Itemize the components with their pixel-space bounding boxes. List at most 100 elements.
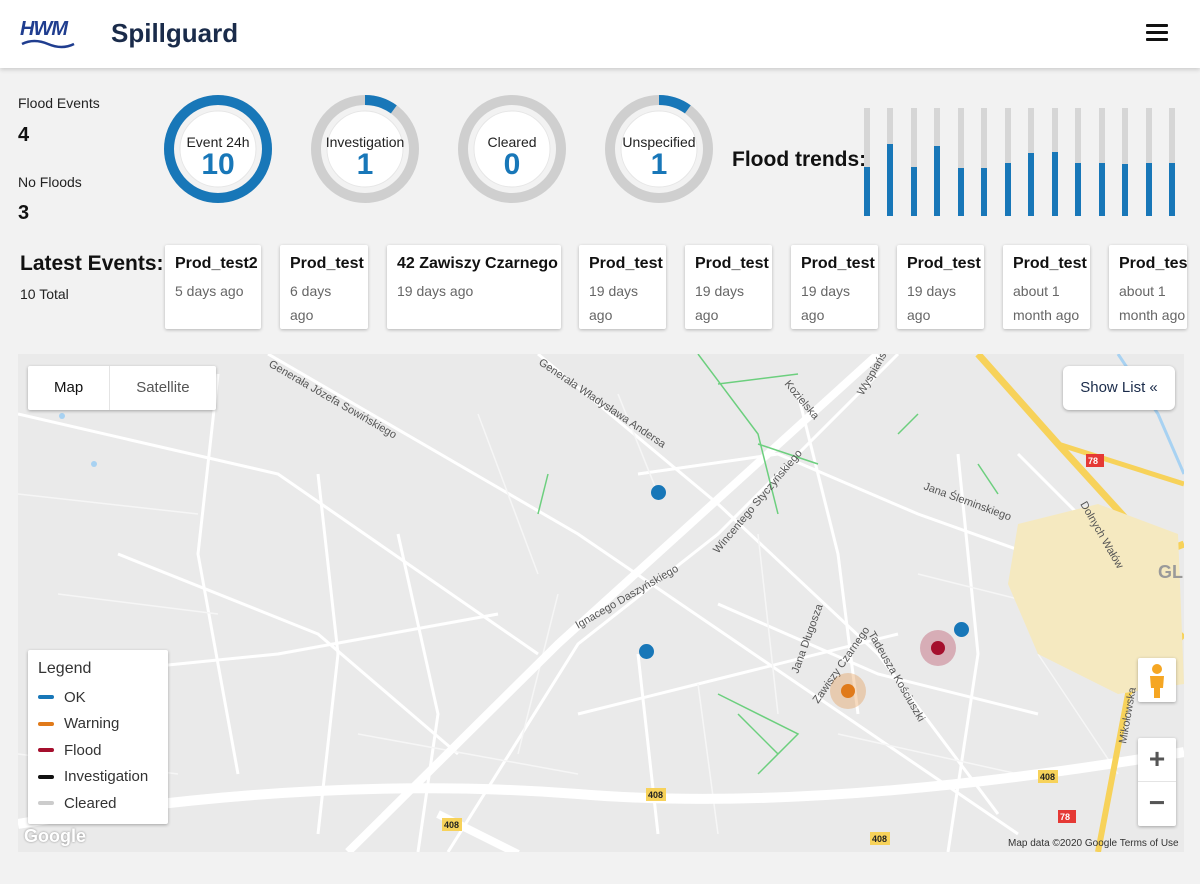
event-time: 19 days ago (907, 283, 957, 323)
legend-label: Cleared (64, 794, 117, 812)
trend-bar (934, 108, 940, 216)
trend-bar-fill (1169, 163, 1175, 216)
map-attribution[interactable]: Map data ©2020 Google Terms of Use (1008, 838, 1179, 849)
map-type-map-button[interactable]: Map (28, 366, 111, 410)
event-name: Prod_test (589, 255, 663, 272)
trend-bar (1099, 108, 1105, 216)
marker-ok[interactable] (954, 622, 969, 637)
legend-swatch (38, 695, 54, 700)
marker-ok[interactable] (639, 644, 654, 659)
legend-item-flood: Flood (38, 737, 158, 764)
show-list-button[interactable]: Show List « (1063, 366, 1175, 410)
legend-swatch (38, 721, 54, 726)
event-card[interactable]: Prod_test about 1 month ago (1003, 245, 1090, 329)
legend-label: Flood (64, 741, 102, 759)
flood-trends-chart (864, 108, 1175, 216)
event-time: 19 days ago (801, 283, 851, 323)
road-badge: 408 (872, 834, 887, 844)
legend-item-warning: Warning (38, 711, 158, 738)
no-floods-value: 3 (18, 202, 30, 224)
event-time: about 1 month ago (1119, 283, 1186, 323)
event-name: Prod_test (907, 255, 981, 272)
gauge-cleared[interactable]: Cleared 0 (457, 94, 567, 204)
app-header: HWM Spillguard (0, 0, 1200, 68)
trend-bar-fill (1075, 163, 1081, 216)
latest-events-total: 10 Total (20, 286, 69, 302)
event-card[interactable]: Prod_test about 1 month ago (1109, 245, 1187, 329)
trend-bar (1146, 108, 1152, 216)
street-view-pegman-icon[interactable] (1138, 658, 1176, 702)
map-type-toggle: Map Satellite (28, 366, 216, 410)
marker-flood[interactable] (931, 641, 945, 655)
legend-item-cleared: Cleared (38, 790, 158, 817)
legend-swatch (38, 801, 54, 806)
trend-bar (958, 108, 964, 216)
zoom-in-button[interactable]: + (1138, 738, 1176, 782)
trend-bar-fill (1099, 163, 1105, 216)
logo-wave-icon (21, 39, 75, 49)
road-badge: 408 (1040, 772, 1055, 782)
event-name: Prod_test (801, 255, 875, 272)
trend-bar (887, 108, 893, 216)
gauge-label: Cleared (487, 134, 537, 150)
trend-bar-fill (1052, 152, 1058, 216)
trend-bar-fill (1146, 163, 1152, 216)
map-base: Generała Józefa Sowińskiego Generała Wła… (18, 354, 1184, 852)
trend-bar-fill (934, 146, 940, 216)
marker-ok[interactable] (651, 485, 666, 500)
trend-bar-fill (887, 144, 893, 216)
event-card[interactable]: 42 Zawiszy Czarnego 19 days ago (387, 245, 561, 329)
trend-bar (981, 108, 987, 216)
road-badge: 408 (648, 790, 663, 800)
event-card[interactable]: Prod_test 19 days ago (685, 245, 772, 329)
legend-swatch (38, 748, 54, 753)
map-view[interactable]: Generała Józefa Sowińskiego Generała Wła… (18, 354, 1184, 852)
event-card[interactable]: Prod_test 6 days ago (280, 245, 368, 329)
event-name: Prod_test2 (175, 255, 258, 272)
event-card[interactable]: Prod_test 19 days ago (897, 245, 984, 329)
event-time: 5 days ago (175, 283, 244, 299)
event-card[interactable]: Prod_test2 5 days ago (165, 245, 261, 329)
event-name: 42 Zawiszy Czarnego (397, 255, 558, 272)
flood-events-label: Flood Events (18, 95, 100, 111)
legend-swatch (38, 774, 54, 779)
trend-bar-fill (1028, 153, 1034, 216)
no-floods-label: No Floods (18, 174, 82, 190)
gauge-event-24h[interactable]: Event 24h 10 (163, 94, 273, 204)
event-time: 19 days ago (397, 283, 474, 299)
trend-bar (1122, 108, 1128, 216)
trend-bar-fill (1122, 164, 1128, 216)
city-label: GL (1158, 562, 1183, 582)
gauge-unspecified[interactable]: Unspecified 1 (604, 94, 714, 204)
trend-bar (911, 108, 917, 216)
trend-bar (1075, 108, 1081, 216)
gauge-investigation[interactable]: Investigation 1 (310, 94, 420, 204)
event-time: 6 days ago (290, 283, 332, 323)
app-title: Spillguard (111, 18, 239, 48)
event-card[interactable]: Prod_test 19 days ago (791, 245, 878, 329)
event-name: Prod_test (290, 255, 364, 272)
legend-title: Legend (38, 660, 92, 677)
marker-warning[interactable] (841, 684, 855, 698)
event-time: 19 days ago (589, 283, 639, 323)
hwm-logo[interactable]: HWM (20, 18, 80, 54)
event-card[interactable]: Prod_test 19 days ago (579, 245, 666, 329)
hamburger-menu-icon[interactable] (1146, 24, 1168, 42)
google-logo: Google (24, 826, 86, 846)
gauge-label: Unspecified (622, 134, 696, 150)
map-legend: Legend OK Warning Flood Investigation Cl… (28, 650, 168, 824)
gauge-value: 1 (650, 148, 668, 181)
zoom-out-button[interactable]: − (1148, 787, 1166, 818)
trend-bar (864, 108, 870, 216)
map-type-satellite-button[interactable]: Satellite (136, 379, 190, 396)
trend-bar (1052, 108, 1058, 216)
trend-bar (1169, 108, 1175, 216)
trend-bar-fill (864, 167, 870, 216)
road-badge: 408 (444, 820, 459, 830)
zoom-controls: + − (1138, 738, 1176, 826)
event-time: about 1 month ago (1013, 283, 1080, 323)
gauge-label: Investigation (325, 134, 405, 150)
event-name: Prod_test (1013, 255, 1087, 272)
latest-events-title: Latest Events: (20, 252, 164, 275)
trend-bar-fill (1005, 163, 1011, 216)
